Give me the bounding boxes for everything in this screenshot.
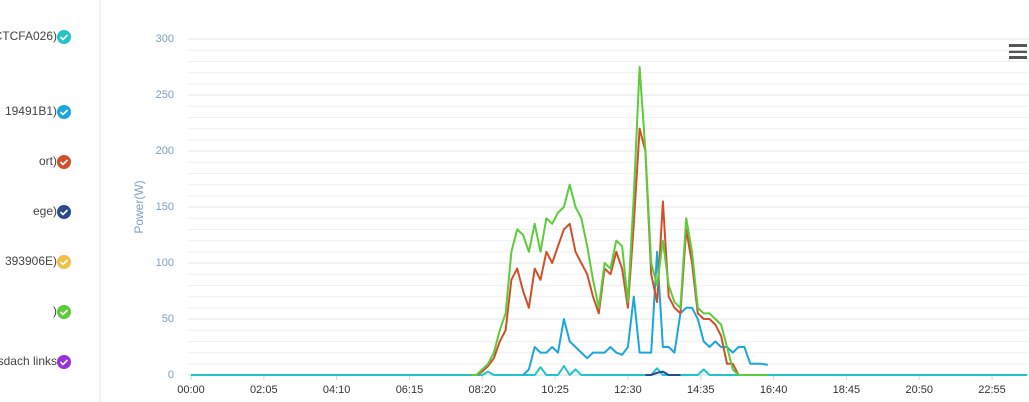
legend-item[interactable]: CTCFA026): [0, 29, 71, 44]
legend-check: [57, 105, 71, 119]
x-tick-label: 00:00: [177, 384, 205, 396]
legend-item[interactable]: 19491B1): [5, 104, 71, 119]
legend-label: ege): [33, 204, 57, 218]
legend-check-mark: [59, 359, 69, 366]
legend-label: ort): [39, 154, 57, 168]
legend-check: [57, 255, 71, 269]
legend-check-mark: [59, 34, 69, 41]
legend-check: [57, 30, 71, 44]
legend-check: [57, 155, 71, 169]
legend-item[interactable]: ): [53, 304, 71, 319]
y-tick-label: 250: [156, 89, 174, 101]
legend-label: sdach links: [0, 354, 57, 368]
y-tick-label: 0: [168, 369, 174, 381]
x-tick-label: 12:30: [614, 384, 642, 396]
legend-check-mark: [59, 159, 69, 166]
legend-check-mark: [59, 109, 69, 116]
x-tick-label: 14:35: [687, 384, 715, 396]
legend-item[interactable]: 393906E): [5, 254, 71, 269]
x-tick-label: 10:25: [541, 384, 569, 396]
series-line: [470, 66, 768, 376]
y-tick-label: 50: [162, 313, 174, 325]
legend-check-mark: [59, 209, 69, 216]
legend-item[interactable]: ort): [39, 154, 71, 169]
legend-check-mark: [59, 259, 69, 266]
legend-check-mark: [59, 309, 69, 316]
legend-label: 19491B1): [5, 104, 57, 118]
menu-bar: [1009, 50, 1027, 53]
legend-label: CTCFA026): [0, 29, 57, 43]
legend-item[interactable]: sdach links: [0, 354, 71, 369]
x-tick-label: 06:15: [396, 384, 424, 396]
legend-check: [57, 305, 71, 319]
series-line: [645, 370, 681, 376]
y-axis-label: Power(W): [132, 180, 146, 233]
series-line: [470, 127, 768, 376]
x-tick-label: 22:55: [978, 384, 1006, 396]
menu-bar: [1009, 44, 1027, 47]
x-tick-label: 02:05: [250, 384, 278, 396]
series-line: [191, 365, 1027, 376]
legend-label: ): [53, 304, 57, 318]
legend-check: [57, 355, 71, 369]
y-tick-label: 150: [156, 201, 174, 213]
x-tick-label: 16:40: [760, 384, 788, 396]
y-tick-label: 300: [156, 33, 174, 45]
menu-icon[interactable]: [1009, 44, 1027, 59]
x-tick-label: 08:20: [469, 384, 497, 396]
x-tick-label: 04:10: [323, 384, 351, 396]
y-tick-label: 100: [156, 257, 174, 269]
legend-item[interactable]: ege): [33, 204, 71, 219]
menu-bar: [1009, 56, 1027, 59]
legend-label: 393906E): [5, 254, 57, 268]
x-tick-label: 20:50: [905, 384, 933, 396]
legend-check: [57, 205, 71, 219]
y-tick-label: 200: [156, 145, 174, 157]
x-tick-label: 18:45: [833, 384, 861, 396]
